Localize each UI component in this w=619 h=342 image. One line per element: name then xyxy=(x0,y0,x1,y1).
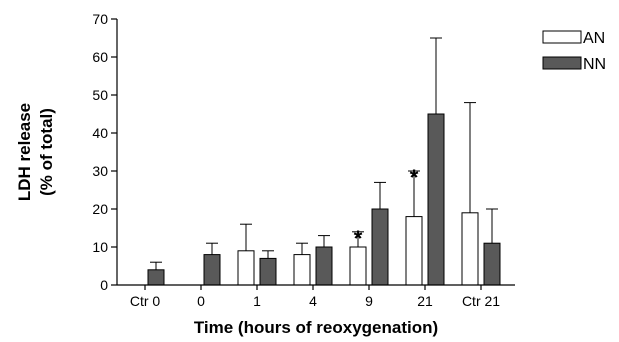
bar-an xyxy=(293,254,311,286)
y-tick-label: 30 xyxy=(92,163,108,179)
legend: AN NN xyxy=(542,30,606,73)
bar-nn xyxy=(203,254,221,286)
x-tick-label: 0 xyxy=(197,293,205,309)
bar-an xyxy=(237,250,255,286)
legend-swatch-nn xyxy=(542,56,582,70)
y-tick-label: 50 xyxy=(92,87,108,103)
x-axis-title: Time (hours of reoxygenation) xyxy=(194,318,438,337)
bar-nn xyxy=(147,269,165,286)
bar-nn xyxy=(371,208,389,286)
legend-label-an: AN xyxy=(583,30,605,47)
x-tick-label: 4 xyxy=(309,293,317,309)
legend-swatch-an xyxy=(542,30,582,44)
significance-marker: * xyxy=(354,226,363,251)
x-tick-label: Ctr 21 xyxy=(462,293,500,309)
y-tick-label: 0 xyxy=(100,277,108,293)
y-axis-title-line2: (% of total) xyxy=(37,108,56,196)
bar-nn xyxy=(315,246,333,286)
bar-nn xyxy=(483,242,501,286)
y-axis-title-group: LDH release (% of total) xyxy=(15,103,56,201)
x-tick-label: Ctr 0 xyxy=(130,293,161,309)
x-tick-label: 1 xyxy=(253,293,261,309)
bar-an xyxy=(349,246,367,286)
bar-an xyxy=(405,216,423,286)
bar-an xyxy=(461,212,479,286)
y-tick-label: 20 xyxy=(92,201,108,217)
y-tick-label: 60 xyxy=(92,49,108,65)
legend-label-nn: NN xyxy=(583,56,606,73)
y-tick-label: 10 xyxy=(92,239,108,255)
axes xyxy=(116,19,515,286)
y-axis-ticks: 0 10 20 30 40 50 60 70 xyxy=(92,11,117,293)
y-tick-label: 40 xyxy=(92,125,108,141)
bars: ** xyxy=(126,37,501,286)
y-tick-label: 70 xyxy=(92,11,108,27)
x-tick-label: 21 xyxy=(417,293,433,309)
x-axis-ticks: Ctr 0 0 1 4 9 21 Ctr 21 xyxy=(130,285,500,309)
y-axis-title-line1: LDH release xyxy=(15,103,34,201)
bar-nn xyxy=(427,113,445,286)
x-tick-label: 9 xyxy=(365,293,373,309)
significance-marker: * xyxy=(410,165,419,190)
bar-nn xyxy=(259,257,277,286)
